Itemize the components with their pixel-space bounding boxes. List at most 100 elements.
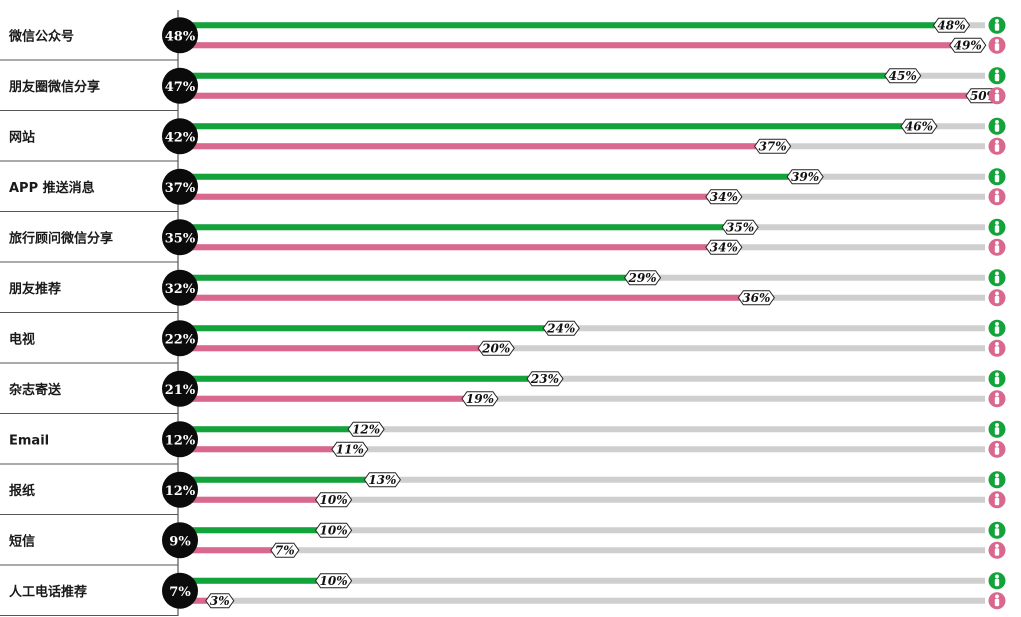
female-value-label: 34% [710,240,738,254]
total-label: 12% [165,433,196,448]
female-person-icon [988,137,1006,155]
male-value-tag [623,270,662,286]
male-value-label: 46% [905,119,933,133]
total-label: 21% [165,383,196,398]
category-label: 短信 [9,533,35,549]
male-value-label: 12% [352,422,380,436]
total-label: 22% [165,332,196,347]
chart-row: Email 12% 11% 12% [0,420,1006,465]
female-person-icon [988,440,1006,458]
total-circle [162,219,198,256]
female-value-tag [705,189,743,205]
male-person-icon [988,319,1006,337]
female-person-icon [988,491,1006,509]
female-value-label: 11% [336,442,364,456]
male-value-tag [542,320,580,336]
total-circle [162,572,198,609]
total-label: 12% [165,484,196,499]
total-label: 9% [169,534,191,549]
male-person-icon [988,572,1006,590]
category-label: 报纸 [9,483,35,499]
male-value-tag [314,573,353,589]
male-value-label: 45% [889,69,917,83]
male-value-tag [900,118,938,134]
female-value-tag [331,441,369,457]
female-person-icon [988,390,1006,408]
category-label: 微信公众号 [8,28,74,44]
total-label: 47% [165,80,196,95]
chart-row: 短信 10% 7% 9% [0,521,1006,566]
male-value-label: 13% [368,473,396,487]
category-label: APP 推送消息 [9,180,95,196]
total-label: 7% [169,585,191,600]
male-value-label: 39% [791,170,819,184]
male-person-icon [988,471,1006,489]
male-value-label: 10% [320,574,348,588]
chart-row: 旅行顾问微信分享 35% 34% 35% [0,218,1006,263]
female-value-label: 37% [759,139,787,153]
category-label: 朋友圈微信分享 [8,79,100,95]
female-value-label: 49% [954,38,982,52]
male-value-tag [884,68,922,84]
total-label: 48% [165,29,196,44]
male-value-label: 35% [726,220,754,234]
male-person-icon [988,67,1006,85]
female-value-tag [461,391,499,407]
male-value-tag [721,219,759,235]
total-circle [162,118,198,155]
female-value-tag [754,138,792,154]
category-label: 杂志寄送 [9,382,62,398]
chart-row: 朋友推荐 29% 36% 32% [0,269,1006,313]
female-value-tag [314,492,353,508]
total-label: 32% [165,282,196,297]
total-circle [162,269,198,306]
male-person-icon [988,117,1006,135]
total-circle [162,471,198,508]
male-person-icon [988,269,1006,287]
category-label: 人工电话推荐 [9,584,87,600]
female-value-tag [949,37,987,53]
female-value-tag [705,239,743,255]
chart-row: APP 推送消息 39% 34% 37% [0,168,1006,212]
female-value-tag [270,542,300,558]
female-value-tag [477,340,515,356]
total-label: 37% [165,181,196,196]
male-value-tag [786,169,824,185]
male-person-icon [988,16,1006,34]
female-person-icon [988,36,1006,54]
female-person-icon [988,238,1006,256]
female-value-label: 34% [710,190,738,204]
total-circle [162,67,198,104]
male-value-tag [363,472,401,488]
total-label: 35% [165,231,196,246]
chart-row: 人工电话推荐 10% 3% 7% [0,572,1006,616]
total-circle [162,370,198,407]
total-circle [162,168,198,205]
male-value-label: 23% [530,372,559,386]
total-circle [162,17,198,54]
total-label: 42% [165,130,196,145]
chart-row: 微信公众号 48% 49% 48% [0,16,1006,61]
male-value-tag [932,17,971,33]
male-value-label: 24% [546,321,575,335]
male-value-label: 48% [937,18,965,32]
male-person-icon [988,370,1006,388]
female-value-label: 20% [481,341,510,355]
female-person-icon [988,188,1006,206]
female-person-icon [988,541,1006,559]
male-value-label: 29% [627,271,656,285]
chart-rows: 微信公众号48%49%48%朋友圈微信分享45%50%47%网站46%37%42… [0,10,1006,616]
category-label: 旅行顾问微信分享 [9,230,113,246]
female-value-label: 19% [466,392,494,406]
male-person-icon [988,420,1006,438]
female-person-icon [988,339,1006,357]
category-label: 朋友推荐 [8,281,61,297]
male-value-tag [314,522,353,538]
female-value-tag [737,290,775,306]
female-value-tag [205,593,235,609]
female-value-label: 10% [320,493,348,507]
total-circle [162,320,198,357]
total-circle [162,421,198,458]
total-circle [162,522,198,559]
